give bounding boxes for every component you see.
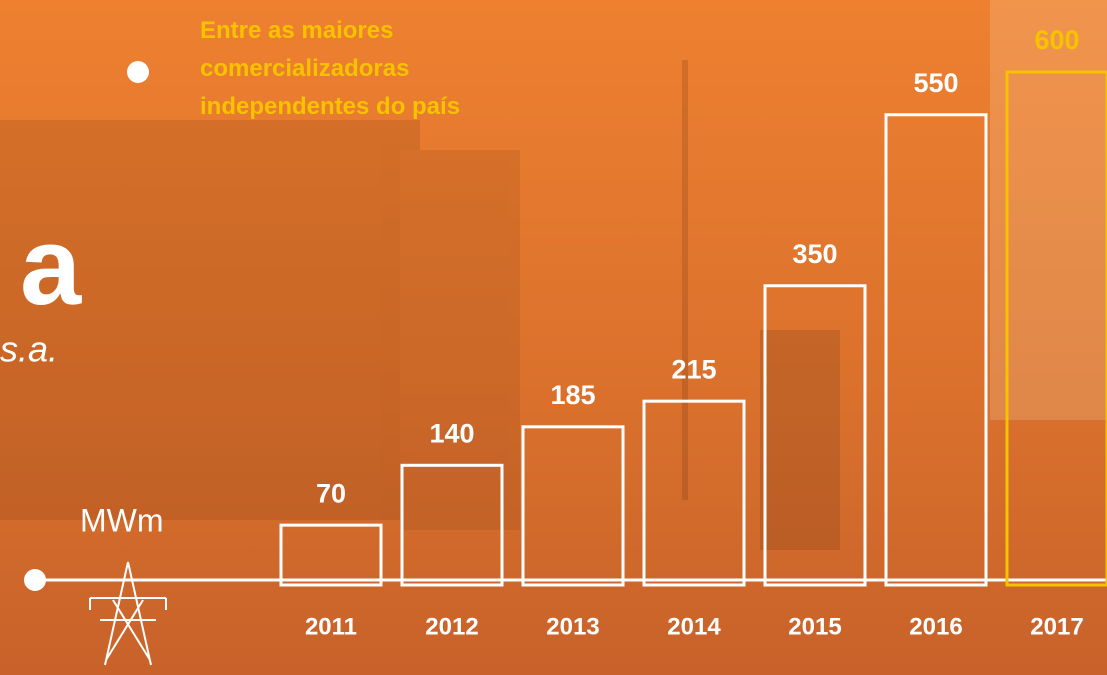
value-label: 140 [429,418,474,448]
x-tick-label: 2011 [305,613,357,640]
value-label: 600 [1034,25,1079,55]
x-tick-label: 2017 [1030,613,1083,640]
value-label: 550 [913,68,958,98]
x-tick-label: 2013 [546,613,599,640]
x-tick-label: 2012 [425,613,478,640]
value-label: 70 [316,478,346,508]
value-label: 185 [550,380,595,410]
value-label: 350 [792,239,837,269]
x-tick-label: 2015 [788,613,841,640]
unit-label: MWm [80,502,164,538]
value-label: 215 [671,354,716,384]
timeline-dot [24,569,46,591]
logo-suffix: s.a. [0,329,58,370]
x-tick-label: 2016 [909,613,962,640]
logo-letter: a [20,205,82,328]
x-tick-label: 2014 [667,613,721,640]
chart: Entre as maiorescomercializadorasindepen… [0,0,1107,675]
timeline-dot [127,61,149,83]
